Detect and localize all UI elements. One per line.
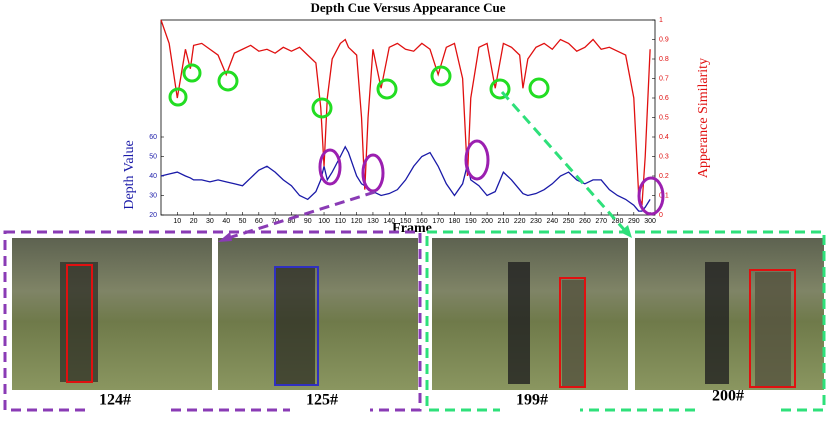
y2-tick-label: 0.9 xyxy=(659,36,669,43)
x-tick-label: 30 xyxy=(206,218,214,225)
panel-label: 199# xyxy=(516,392,548,409)
x-tick-label: 40 xyxy=(222,218,230,225)
y-tick-label: 40 xyxy=(149,173,157,180)
y2-tick-label: 0 xyxy=(659,212,663,219)
x-tick-label: 230 xyxy=(530,218,542,225)
x-tick-label: 240 xyxy=(546,218,558,225)
x-tick-label: 50 xyxy=(239,218,247,225)
y-tick-label: 50 xyxy=(149,153,157,160)
x-tick-label: 130 xyxy=(367,218,379,225)
person xyxy=(705,262,729,384)
circle xyxy=(378,80,396,98)
ellipse xyxy=(466,141,488,179)
x-tick-label: 20 xyxy=(190,218,198,225)
x-tick-label: 120 xyxy=(351,218,363,225)
y-tick-label: 20 xyxy=(149,212,157,219)
chart-title: Depth Cue Versus Appearance Cue xyxy=(310,0,505,15)
panel-label: 124# xyxy=(99,392,131,409)
x-tick-label: 100 xyxy=(318,218,330,225)
person xyxy=(275,266,315,384)
circle xyxy=(184,65,200,81)
y2-tick-label: 0.4 xyxy=(659,134,669,141)
arrow xyxy=(502,92,628,234)
x-tick-label: 150 xyxy=(400,218,412,225)
x-tick-label: 190 xyxy=(465,218,477,225)
circle xyxy=(219,72,237,90)
x-tick-label: 60 xyxy=(255,218,263,225)
y2-tick-label: 0.8 xyxy=(659,56,669,63)
circle xyxy=(313,99,331,117)
y2-tick-label: 0.3 xyxy=(659,153,669,160)
y2-tick-label: 0.2 xyxy=(659,173,669,180)
y2-tick-label: 0.6 xyxy=(659,95,669,102)
x-tick-label: 260 xyxy=(579,218,591,225)
y-tick-label: 30 xyxy=(149,192,157,199)
x-tick-label: 290 xyxy=(628,218,640,225)
circle xyxy=(432,67,450,85)
y-tick-label: 60 xyxy=(149,134,157,141)
series-line xyxy=(161,147,650,211)
y2-tick-label: 0.5 xyxy=(659,114,669,121)
photo xyxy=(12,238,212,390)
x-tick-label: 140 xyxy=(383,218,395,225)
x-tick-label: 220 xyxy=(514,218,526,225)
x-tick-label: 300 xyxy=(644,218,656,225)
ellipse xyxy=(320,150,340,184)
x-tick-label: 170 xyxy=(432,218,444,225)
photo-panels: 124# 125# 199# 200# xyxy=(5,232,824,412)
person xyxy=(508,262,530,384)
x-tick-label: 180 xyxy=(449,218,461,225)
y2-tick-label: 1 xyxy=(659,17,663,24)
person xyxy=(755,272,791,386)
x-tick-label: 10 xyxy=(173,218,181,225)
panel-label: 200# xyxy=(712,388,744,405)
x-tick-label: 200 xyxy=(481,218,493,225)
panel-label: 125# xyxy=(306,392,338,409)
y-axis-label: Depth Value xyxy=(122,140,137,209)
x-tick-label: 110 xyxy=(335,218,346,225)
y2-tick-label: 0.7 xyxy=(659,75,669,82)
annotations xyxy=(170,65,663,242)
x-tick-label: 160 xyxy=(416,218,428,225)
x-tick-label: 270 xyxy=(595,218,607,225)
figure: Depth Cue Versus Appearance Cue Frame De… xyxy=(0,0,828,416)
x-tick-label: 90 xyxy=(304,218,312,225)
y2-axis-label: Apperance Similarity xyxy=(696,58,711,178)
x-tick-label: 210 xyxy=(498,218,510,225)
x-tick-label: 250 xyxy=(563,218,575,225)
circle xyxy=(530,79,548,97)
person xyxy=(562,280,584,386)
